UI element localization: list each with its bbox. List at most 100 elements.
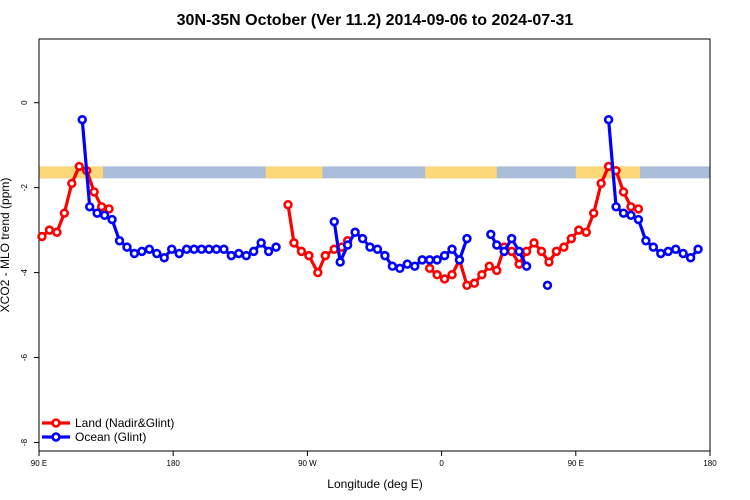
ocean-data-point: [611, 202, 621, 212]
ocean-data-point: [114, 236, 125, 246]
land-data-point: [506, 246, 517, 257]
ocean-data-point: [234, 248, 244, 259]
ocean-data-point: [107, 214, 117, 225]
ocean-data-point: [174, 248, 184, 259]
ocean-data-point: [656, 248, 666, 259]
land-data-point: [59, 208, 70, 218]
ocean-data-point: [219, 244, 229, 254]
ocean-data-point: [263, 246, 274, 257]
land-ocean-band: [39, 166, 710, 179]
ocean-data-point: [424, 255, 435, 265]
ocean-data-point: [226, 250, 237, 261]
land-data-point: [439, 274, 450, 284]
land-data-point: [104, 204, 114, 214]
ocean-data-point: [462, 233, 472, 244]
ocean-data-point: [77, 115, 87, 125]
legend-ocean-label: Ocean (Glint): [75, 430, 146, 444]
ocean-data-point: [486, 229, 496, 240]
land-data-point: [544, 257, 554, 267]
land-band-segment: [575, 166, 640, 179]
ocean-data-point: [454, 255, 465, 265]
ocean-data-point: [372, 244, 383, 254]
ocean-data-point: [342, 240, 353, 250]
ocean-data-point: [447, 244, 457, 254]
land-data-point: [484, 261, 495, 271]
ocean-data-point: [350, 227, 360, 237]
x-axis-label: Longitude (deg E): [327, 477, 422, 491]
x-tick-label: 90 W: [298, 459, 317, 468]
ocean-data-point: [335, 257, 345, 267]
land-data-point: [626, 202, 636, 212]
land-data-point: [52, 227, 62, 237]
ocean-data-point: [693, 244, 703, 254]
ocean-data-point: [249, 246, 259, 257]
y-tick-label: 0: [20, 100, 29, 105]
ocean-data-point: [129, 248, 140, 259]
series-layer: [37, 115, 703, 291]
ocean-data-point: [499, 246, 509, 257]
y-tick-label: -2: [20, 184, 29, 192]
ocean-data-point: [256, 238, 266, 248]
land-data-point: [447, 270, 457, 280]
y-tick-label: -4: [20, 269, 29, 277]
land-data-point: [313, 267, 323, 278]
y-axis-label: XCO2 - MLO trend (ppm): [0, 178, 12, 313]
land-data-point: [581, 227, 591, 237]
ocean-data-point: [618, 208, 629, 218]
land-data-point: [618, 187, 629, 197]
x-tick-label: 180: [167, 459, 181, 468]
land-data-point: [574, 225, 584, 235]
land-data-point: [74, 161, 84, 172]
legend: Land (Nadir&Glint)Ocean (Glint): [42, 416, 174, 444]
ocean-data-point: [432, 255, 442, 265]
land-data-point: [588, 208, 599, 218]
land-data-point: [566, 233, 577, 244]
land-series-line: [428, 164, 639, 287]
land-data-point: [559, 242, 569, 252]
land-data-point: [89, 187, 99, 197]
x-tick-label: 0: [439, 459, 444, 468]
ocean-data-point: [402, 259, 413, 269]
legend-ocean-marker: [51, 432, 61, 442]
land-data-point: [37, 231, 47, 242]
ocean-data-point: [678, 248, 688, 259]
land-data-point: [536, 246, 547, 257]
land-data-point: [283, 199, 293, 210]
ocean-data-point: [271, 242, 281, 252]
land-data-point: [424, 263, 435, 274]
ocean-data-point: [380, 250, 390, 261]
land-data-point: [289, 238, 299, 248]
land-data-point: [462, 280, 472, 291]
chart-title: 30N-35N October (Ver 11.2) 2014-09-06 to…: [177, 12, 574, 29]
land-data-point: [477, 270, 487, 280]
x-tick-label: 180: [703, 459, 717, 468]
y-tick-label: -6: [20, 353, 29, 361]
land-data-point: [529, 238, 539, 248]
land-data-point: [296, 246, 307, 257]
land-data-point: [320, 250, 330, 261]
ocean-data-point: [387, 261, 398, 271]
ocean-data-point: [439, 250, 450, 261]
land-data-point: [514, 259, 524, 269]
ocean-data-point: [492, 240, 502, 250]
ocean-data-point: [626, 210, 636, 220]
ocean-data-point: [137, 246, 147, 257]
x-tick-label: 90 E: [568, 459, 584, 468]
ocean-data-point: [152, 248, 162, 259]
land-band-segment: [265, 166, 323, 179]
ocean-data-point: [181, 244, 192, 254]
land-data-point: [67, 178, 77, 189]
ocean-data-point: [84, 202, 95, 212]
land-data-point: [432, 270, 442, 280]
ocean-data-point: [241, 250, 251, 261]
ocean-data-point: [204, 244, 214, 254]
ocean-data-point: [671, 244, 681, 254]
ocean-data-point: [514, 246, 524, 257]
ocean-data-point: [167, 244, 177, 254]
y-tick-label: -8: [20, 438, 29, 446]
land-data-point: [304, 250, 314, 261]
ocean-data-point: [144, 244, 155, 254]
ocean-data-point: [395, 263, 405, 274]
ocean-data-point: [542, 280, 553, 291]
land-data-point: [469, 278, 480, 288]
